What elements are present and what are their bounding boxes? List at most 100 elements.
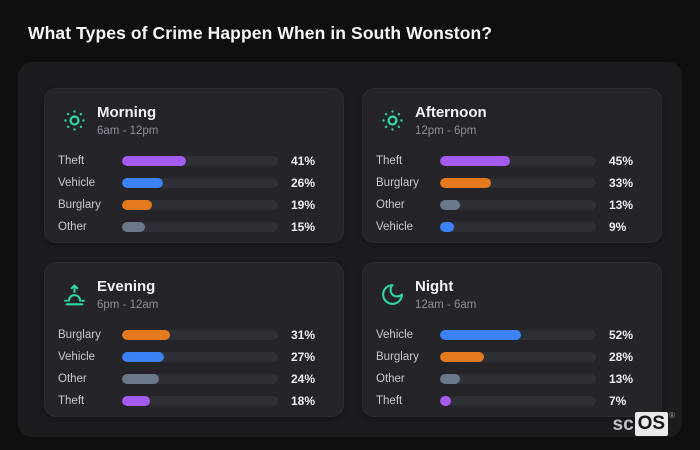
page-title: What Types of Crime Happen When in South… bbox=[28, 23, 493, 43]
bar-track bbox=[122, 155, 278, 166]
scos-logo: sc OS ® bbox=[612, 411, 675, 436]
crime-label: Burglary bbox=[376, 350, 419, 363]
bar-track bbox=[440, 177, 596, 188]
crime-percent: 19% bbox=[291, 197, 316, 212]
card-time-range: 6am - 12pm bbox=[97, 124, 159, 137]
bar-track bbox=[440, 373, 596, 384]
crime-label: Burglary bbox=[376, 176, 419, 189]
crime-bar-row: Burglary 19% bbox=[58, 194, 327, 216]
crime-percent: 15% bbox=[291, 219, 316, 234]
crime-percent: 13% bbox=[609, 371, 634, 386]
sun-dots-icon bbox=[379, 108, 405, 134]
logo-box: OS bbox=[634, 412, 669, 436]
crime-label: Vehicle bbox=[376, 220, 414, 233]
bar-fill bbox=[122, 395, 151, 406]
crime-percent: 7% bbox=[609, 393, 627, 408]
time-period-card: Evening 6pm - 12am Burglary 31% Vehicle … bbox=[44, 262, 344, 417]
bar-rows: Theft 41% Vehicle 26% Burglary 19% Other… bbox=[58, 150, 327, 238]
crime-label: Vehicle bbox=[376, 328, 414, 341]
bar-fill bbox=[122, 221, 146, 232]
bar-fill bbox=[440, 155, 511, 166]
crime-percent: 31% bbox=[291, 327, 316, 342]
card-title: Morning bbox=[97, 104, 157, 121]
crime-percent: 13% bbox=[609, 197, 634, 212]
card-title: Night bbox=[415, 278, 454, 295]
card-header: Afternoon 12pm - 6pm bbox=[376, 102, 645, 137]
cards-panel: Morning 6am - 12pm Theft 41% Vehicle 26%… bbox=[18, 62, 682, 437]
registered-mark-icon: ® bbox=[669, 411, 675, 420]
bar-track bbox=[122, 199, 278, 210]
bar-fill bbox=[440, 329, 522, 340]
crime-label: Other bbox=[376, 198, 405, 211]
time-period-card: Afternoon 12pm - 6pm Theft 45% Burglary … bbox=[362, 88, 662, 243]
crime-bar-row: Theft 41% bbox=[58, 150, 327, 172]
crime-label: Theft bbox=[58, 394, 85, 407]
bar-fill bbox=[440, 199, 461, 210]
crime-percent: 52% bbox=[609, 327, 634, 342]
bar-fill bbox=[122, 329, 171, 340]
crime-label: Burglary bbox=[58, 198, 101, 211]
bar-fill bbox=[122, 199, 152, 210]
bar-fill bbox=[440, 351, 484, 362]
time-period-card: Night 12am - 6am Vehicle 52% Burglary 28… bbox=[362, 262, 662, 417]
bar-track bbox=[122, 177, 278, 188]
bar-rows: Theft 45% Burglary 33% Other 13% Vehicle… bbox=[376, 150, 645, 238]
crime-label: Other bbox=[376, 372, 405, 385]
bar-fill bbox=[440, 373, 461, 384]
bar-track bbox=[122, 351, 278, 362]
crime-percent: 33% bbox=[609, 175, 634, 190]
card-header: Evening 6pm - 12am bbox=[58, 276, 327, 311]
crime-percent: 18% bbox=[291, 393, 316, 408]
crime-percent: 45% bbox=[609, 153, 634, 168]
bar-track bbox=[440, 221, 596, 232]
sunrise-icon bbox=[61, 282, 87, 308]
crime-bar-row: Theft 45% bbox=[376, 150, 645, 172]
crime-percent: 26% bbox=[291, 175, 316, 190]
crime-bar-row: Burglary 31% bbox=[58, 324, 327, 346]
bar-track bbox=[440, 155, 596, 166]
moon-icon bbox=[379, 282, 405, 308]
crime-label: Theft bbox=[376, 394, 403, 407]
bar-track bbox=[122, 395, 278, 406]
crime-percent: 41% bbox=[291, 153, 316, 168]
bar-rows: Vehicle 52% Burglary 28% Other 13% Theft… bbox=[376, 324, 645, 412]
crime-label: Burglary bbox=[58, 328, 101, 341]
crime-label: Theft bbox=[376, 154, 403, 167]
crime-bar-row: Theft 18% bbox=[58, 390, 327, 412]
card-header: Night 12am - 6am bbox=[376, 276, 645, 311]
logo-prefix: sc bbox=[612, 414, 634, 435]
bar-fill bbox=[122, 155, 186, 166]
bar-track bbox=[440, 199, 596, 210]
card-time-range: 12pm - 6pm bbox=[415, 124, 477, 137]
bar-track bbox=[122, 329, 278, 340]
crime-label: Other bbox=[58, 372, 87, 385]
crime-percent: 24% bbox=[291, 371, 316, 386]
crime-label: Vehicle bbox=[58, 350, 96, 363]
crime-percent: 28% bbox=[609, 349, 634, 364]
cards-grid: Morning 6am - 12pm Theft 41% Vehicle 26%… bbox=[44, 88, 662, 417]
card-title: Evening bbox=[97, 278, 156, 295]
card-time-range: 12am - 6am bbox=[415, 298, 477, 311]
card-header: Morning 6am - 12pm bbox=[58, 102, 327, 137]
bar-fill bbox=[440, 221, 455, 232]
bar-track bbox=[440, 395, 596, 406]
crime-label: Vehicle bbox=[58, 176, 96, 189]
bar-fill bbox=[122, 351, 165, 362]
crime-bar-row: Vehicle 52% bbox=[376, 324, 645, 346]
crime-label: Theft bbox=[58, 154, 85, 167]
time-period-card: Morning 6am - 12pm Theft 41% Vehicle 26%… bbox=[44, 88, 344, 243]
card-title: Afternoon bbox=[415, 104, 487, 121]
bar-fill bbox=[122, 177, 163, 188]
bar-rows: Burglary 31% Vehicle 27% Other 24% Theft… bbox=[58, 324, 327, 412]
crime-bar-row: Other 15% bbox=[58, 216, 327, 238]
bar-fill bbox=[122, 373, 160, 384]
crime-bar-row: Other 13% bbox=[376, 368, 645, 390]
crime-bar-row: Other 24% bbox=[58, 368, 327, 390]
crime-label: Other bbox=[58, 220, 87, 233]
bar-fill bbox=[440, 177, 492, 188]
crime-bar-row: Vehicle 9% bbox=[376, 216, 645, 238]
bar-fill bbox=[440, 395, 451, 406]
bar-track bbox=[122, 373, 278, 384]
crime-bar-row: Other 13% bbox=[376, 194, 645, 216]
